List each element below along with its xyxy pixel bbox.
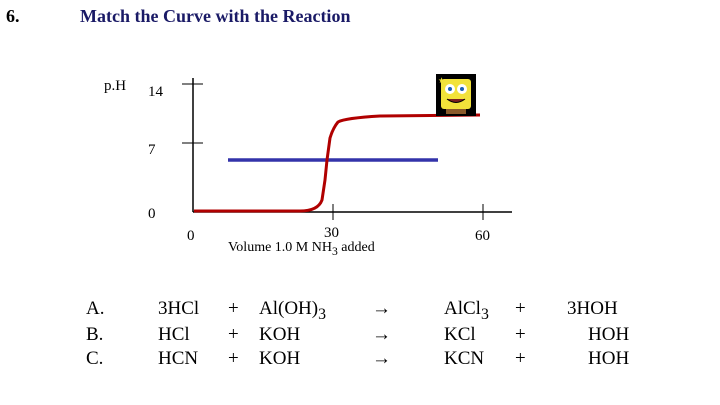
- plus-sign: +: [515, 348, 526, 369]
- reaction-letter: B.: [86, 324, 104, 345]
- plus-sign: +: [228, 348, 239, 369]
- reaction-letter: A.: [86, 298, 105, 319]
- product-2: HOH: [588, 348, 630, 369]
- reactant-1: 3HCl: [158, 298, 200, 319]
- x-tick-30: 30: [324, 225, 339, 241]
- y-tick-0: 0: [148, 206, 156, 222]
- reaction-arrow: →: [372, 348, 391, 369]
- reactant-1: HCN: [158, 348, 199, 369]
- y-tick-7: 7: [148, 142, 156, 158]
- product-2: HOH: [588, 324, 630, 345]
- reaction-letter: C.: [86, 348, 104, 369]
- y-axis-label: p.H: [104, 78, 127, 94]
- product-1: KCl: [444, 324, 476, 345]
- reactant-1: HCl: [158, 324, 190, 345]
- question-title: Match the Curve with the Reaction: [80, 6, 351, 26]
- plus-sign: +: [228, 298, 239, 319]
- product-1: AlCl3: [444, 298, 489, 323]
- question-number: 6.: [6, 6, 20, 26]
- svg-text:★: ★: [438, 76, 445, 85]
- reactant-2: KOH: [259, 324, 301, 345]
- product-2: 3HOH: [567, 298, 618, 319]
- y-tick-14: 14: [148, 84, 163, 100]
- reaction-arrow: →: [372, 298, 391, 319]
- reaction-arrow: →: [372, 324, 391, 345]
- x-axis-label: Volume 1.0 M NH3 added: [228, 240, 375, 258]
- x-tick-60: 60: [475, 228, 490, 244]
- reactant-2: KOH: [259, 348, 301, 369]
- spongebob-sticker-icon: ★: [436, 74, 476, 116]
- x-tick-0: 0: [187, 228, 195, 244]
- titration-curve: [194, 113, 481, 213]
- plus-sign: +: [515, 298, 526, 319]
- plus-sign: +: [228, 324, 239, 345]
- plus-sign: +: [515, 324, 526, 345]
- product-1: KCN: [444, 348, 485, 369]
- reactant-2: Al(OH)3: [259, 298, 327, 323]
